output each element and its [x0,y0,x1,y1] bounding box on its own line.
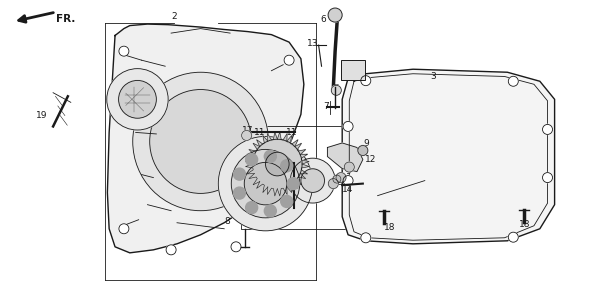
Circle shape [345,162,354,172]
Ellipse shape [150,90,251,193]
Text: 8: 8 [225,217,231,226]
Circle shape [332,85,341,95]
Circle shape [119,80,156,118]
Circle shape [287,178,299,190]
Circle shape [284,55,294,65]
Text: 9: 9 [327,184,333,193]
Text: 5: 5 [333,84,339,93]
Circle shape [509,232,518,242]
Circle shape [543,172,552,183]
Text: 16: 16 [118,111,130,120]
Text: 15: 15 [333,178,345,187]
Polygon shape [249,143,260,154]
Circle shape [358,145,368,156]
Polygon shape [245,164,254,174]
Text: 2: 2 [171,12,177,21]
Text: 11: 11 [286,128,298,137]
Polygon shape [295,143,306,154]
Circle shape [361,233,371,243]
Text: 3: 3 [431,72,437,81]
Polygon shape [267,132,277,141]
Circle shape [166,245,176,255]
Text: 17: 17 [242,126,254,135]
Circle shape [290,158,335,203]
Circle shape [264,205,276,217]
Polygon shape [300,164,309,174]
Polygon shape [249,174,260,185]
Circle shape [119,46,129,56]
Polygon shape [287,135,298,147]
Polygon shape [257,182,268,193]
Circle shape [361,76,371,86]
Text: 20: 20 [310,184,322,193]
Text: 14: 14 [342,185,354,194]
Text: 7: 7 [323,102,329,111]
Text: 4: 4 [348,60,354,69]
Circle shape [509,76,518,86]
Bar [341,60,365,80]
Circle shape [264,150,276,162]
Ellipse shape [133,72,268,211]
Text: 21: 21 [248,190,260,199]
Circle shape [281,160,293,172]
Text: 6: 6 [320,15,326,24]
Circle shape [333,175,341,183]
Circle shape [266,152,289,176]
Polygon shape [277,187,287,196]
Polygon shape [277,132,287,141]
Circle shape [234,187,245,199]
Circle shape [119,224,129,234]
Polygon shape [287,182,298,193]
Circle shape [328,8,342,22]
Polygon shape [257,135,268,147]
Text: 10: 10 [289,167,301,176]
Circle shape [244,162,287,205]
Text: FR.: FR. [56,14,76,24]
Circle shape [253,139,302,189]
Text: 9: 9 [345,167,351,176]
Text: 13: 13 [307,39,319,48]
Circle shape [281,195,293,207]
Circle shape [336,172,346,183]
Circle shape [242,130,251,141]
Circle shape [231,149,300,218]
Polygon shape [267,187,277,196]
Text: 18: 18 [519,220,531,229]
Polygon shape [327,143,363,172]
Circle shape [245,202,258,214]
Text: 12: 12 [365,155,376,164]
Polygon shape [300,154,309,164]
Circle shape [245,154,258,166]
Text: 11: 11 [254,128,266,137]
Circle shape [329,178,338,189]
Circle shape [218,136,313,231]
Circle shape [543,124,552,135]
Circle shape [231,242,241,252]
Circle shape [107,69,168,130]
Polygon shape [342,69,555,244]
Circle shape [343,175,353,186]
Text: 19: 19 [35,111,47,120]
Circle shape [343,121,353,132]
Polygon shape [107,24,304,253]
Circle shape [301,169,324,192]
Polygon shape [295,174,306,185]
Circle shape [234,168,245,180]
Text: 18: 18 [384,223,395,232]
Circle shape [278,212,288,222]
Polygon shape [245,154,254,164]
Text: 9: 9 [363,139,369,148]
